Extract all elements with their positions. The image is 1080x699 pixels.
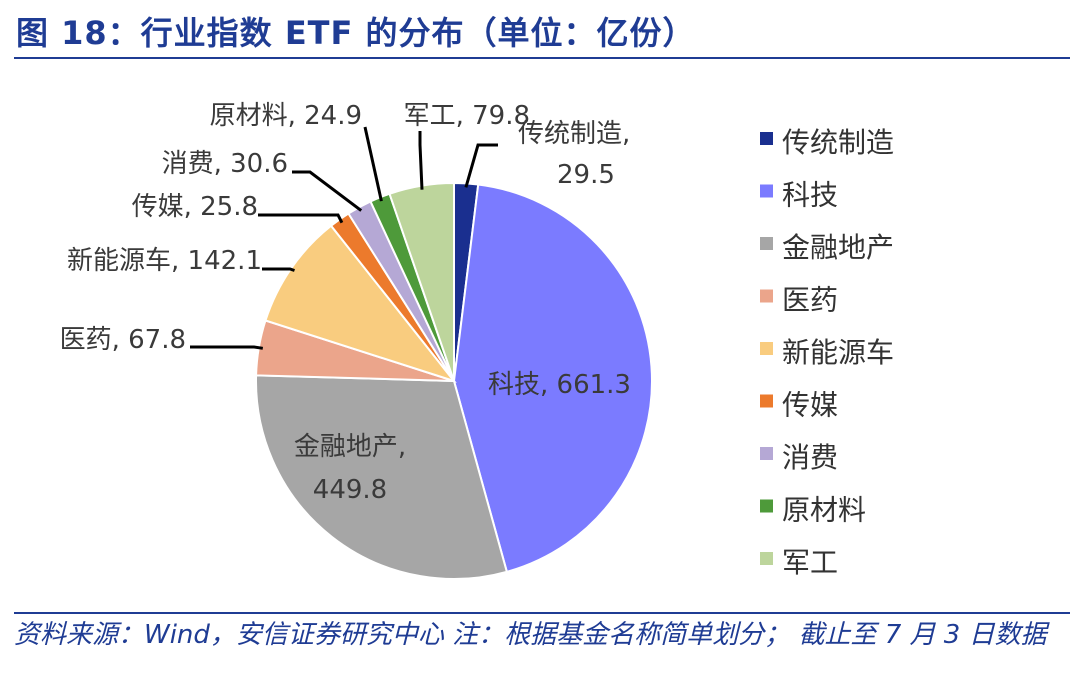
legend-label: 传媒: [782, 389, 838, 422]
footer-divider: [14, 612, 1070, 614]
legend-label: 原材料: [782, 494, 866, 527]
data-label: 原材料, 24.9: [210, 101, 362, 131]
data-label: 科技, 661.3: [488, 370, 631, 400]
legend-swatch: [760, 132, 773, 145]
leader-line: [258, 213, 344, 224]
legend-label: 传统制造: [782, 126, 894, 159]
leader-line: [464, 143, 498, 188]
legend-swatch: [760, 447, 773, 460]
leader-line: [262, 267, 295, 272]
legend-swatch: [760, 552, 773, 565]
data-label: 金融地产,: [294, 432, 406, 462]
leader-line: [418, 131, 424, 190]
legend-swatch: [760, 394, 773, 408]
pie-slice: [452, 183, 653, 574]
legend-label: 新能源车: [782, 336, 894, 369]
pie-slice: [255, 374, 509, 580]
legend-label: 科技: [782, 179, 838, 212]
data-label: 传媒, 25.8: [132, 192, 258, 222]
legend-swatch: [760, 237, 773, 250]
legend-label: 金融地产: [782, 231, 894, 264]
data-label: 449.8: [313, 475, 387, 505]
legend-swatch: [760, 289, 773, 303]
legend-swatch: [760, 499, 773, 513]
legend-label: 军工: [782, 546, 838, 579]
data-label: 医药, 67.8: [60, 325, 186, 355]
legend-label: 医药: [782, 284, 838, 317]
data-label: 新能源车, 142.1: [67, 246, 262, 276]
leader-line: [190, 345, 264, 350]
leader-lines: [190, 126, 498, 350]
legend-swatch: [760, 184, 773, 198]
chart-title: 图 18：行业指数 ETF 的分布（单位：亿份）: [16, 14, 696, 52]
leader-line: [363, 126, 383, 202]
data-label: 29.5: [557, 160, 615, 190]
source-note: 资料来源：Wind，安信证券研究中心 注：根据基金名称简单划分； 截止至 7 月…: [14, 620, 1047, 650]
legend-swatch: [760, 342, 773, 355]
legend-label: 消费: [782, 441, 838, 474]
data-label: 消费, 30.6: [162, 149, 288, 179]
data-label: 军工, 79.8: [404, 101, 530, 131]
data-label: 传统制造,: [518, 119, 630, 149]
leader-line: [292, 170, 363, 212]
pie-chart: 传统制造, 29.5 科技, 661.3 金融地产, 449.8 医药, 67.8 新能源车…: [60, 101, 894, 580]
title-divider: [14, 57, 1070, 59]
slice-labels: 传统制造, 29.5 科技, 661.3 金融地产, 449.8 医药, 67.8 新能源车…: [60, 101, 631, 505]
